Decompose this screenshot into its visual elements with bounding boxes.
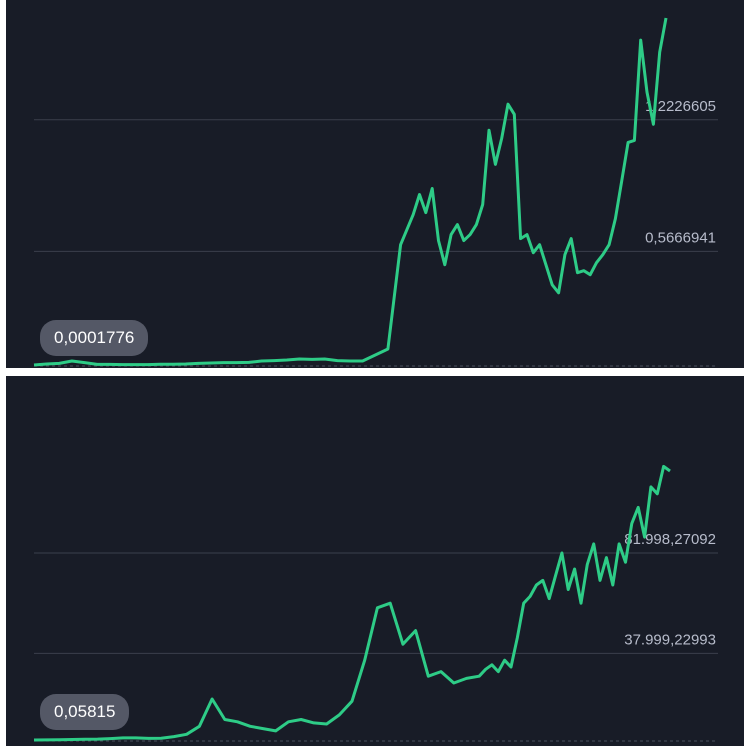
price-badge-top: 0,0001776 — [40, 320, 149, 356]
grid-price-label: 81.998,27092 — [624, 531, 716, 548]
price-line — [33, 464, 671, 742]
grid-price-label: 37.999,22993 — [624, 631, 716, 648]
grid-price-label: 0,5666941 — [645, 229, 716, 246]
price-badge-bottom: 0,05815 — [40, 694, 130, 730]
chart-top-svg: 1,2226605 0,5666941 — [33, 17, 718, 367]
price-chart-top: 1,2226605 0,5666941 0,0001776 — [6, 0, 744, 368]
chart-bottom-svg: 81.998,27092 37.999,22993 — [33, 464, 718, 742]
grid-price-label: 1,2226605 — [645, 98, 716, 115]
price-chart-bottom: 81.998,27092 37.999,22993 0,05815 — [6, 376, 744, 746]
price-line — [33, 17, 668, 367]
